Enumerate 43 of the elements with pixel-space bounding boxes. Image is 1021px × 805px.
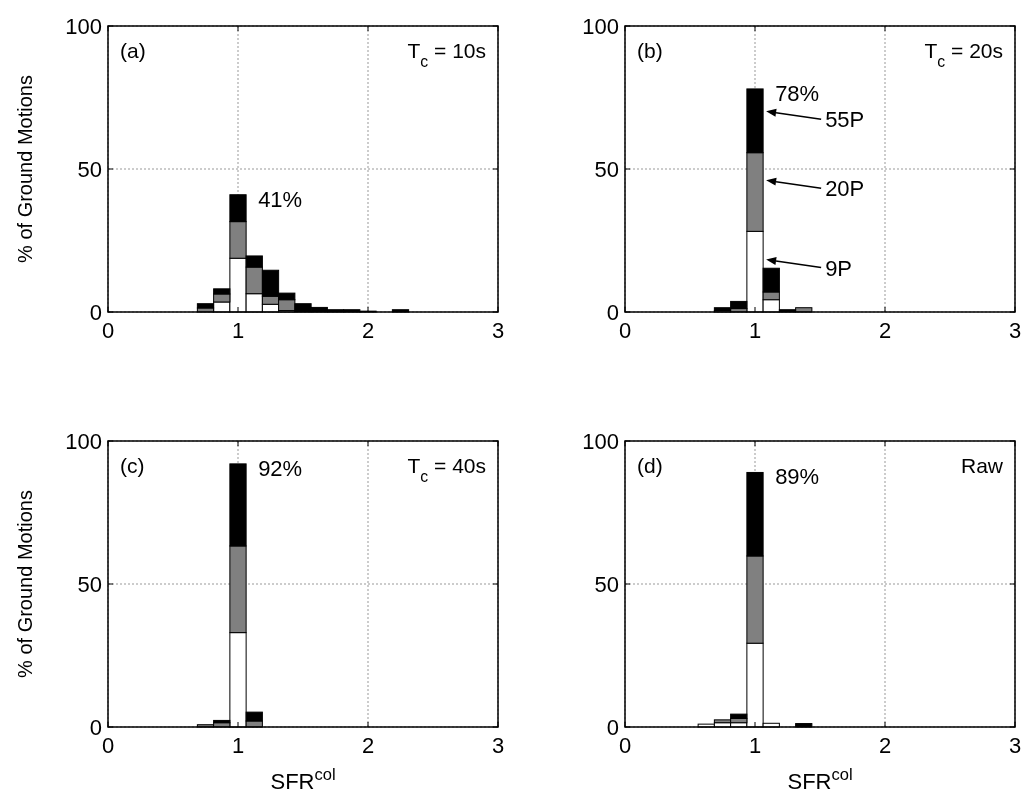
- total-label: 41%: [258, 186, 303, 212]
- y-tick-label: 50: [594, 571, 619, 597]
- y-tick-label: 100: [582, 428, 619, 454]
- x-tick-label: 3: [1008, 733, 1021, 758]
- annotation: (a): [120, 39, 146, 62]
- x-tick-label: 1: [231, 733, 245, 758]
- y-tick-label: 50: [77, 571, 102, 597]
- total-label: 92%: [258, 455, 303, 481]
- total-label: 89%: [775, 464, 820, 490]
- legend-label: 55P: [825, 107, 865, 133]
- x-tick-label: 2: [361, 733, 375, 758]
- x-tick-label: 2: [361, 318, 375, 343]
- annotation: (d): [637, 454, 663, 477]
- x-tick-label: 3: [1008, 318, 1021, 343]
- x-tick-label: 3: [491, 318, 505, 343]
- annotation: Raw: [960, 454, 1004, 477]
- x-axis-title: SFR$^{col}$: [787, 765, 853, 794]
- y-tick-label: 0: [89, 299, 102, 325]
- y-tick-label: 0: [89, 714, 102, 740]
- total-label: 78%: [775, 80, 820, 106]
- annotation: T$_{c}$ = 40s: [407, 454, 486, 485]
- annotation: (c): [120, 454, 145, 477]
- legend-label: 20P: [825, 176, 865, 202]
- x-tick-label: 1: [748, 733, 762, 758]
- y-tick-label: 50: [594, 156, 619, 182]
- x-tick-label: 3: [491, 733, 505, 758]
- x-tick-label: 1: [748, 318, 762, 343]
- y-tick-label: 0: [606, 714, 619, 740]
- x-tick-label: 2: [878, 318, 892, 343]
- annotation: T$_{c}$ = 20s: [924, 39, 1003, 70]
- annotation: T$_{c}$ = 10s: [407, 39, 486, 70]
- y-tick-label: 50: [77, 156, 102, 182]
- y-axis-title: % of Ground Motions: [14, 490, 36, 678]
- y-axis-title: % of Ground Motions: [14, 75, 36, 263]
- x-tick-label: 1: [231, 318, 245, 343]
- y-tick-label: 100: [582, 13, 619, 39]
- y-tick-label: 100: [65, 13, 102, 39]
- x-axis-title: SFR$^{col}$: [270, 765, 336, 794]
- x-tick-label: 2: [878, 733, 892, 758]
- y-tick-label: 0: [606, 299, 619, 325]
- legend-label: 9P: [825, 255, 853, 281]
- annotation: (b): [637, 39, 663, 62]
- y-tick-label: 100: [65, 428, 102, 454]
